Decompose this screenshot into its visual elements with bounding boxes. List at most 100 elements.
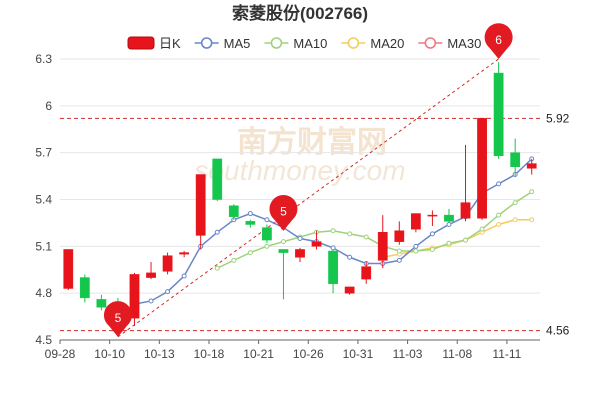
candle-body [162,255,173,272]
x-tick-label: 11-11 [492,347,521,361]
candle-body [129,274,140,319]
y-tick-label: 4.5 [35,333,52,347]
markers: 5 5 6 [103,23,513,337]
candle-body [510,152,521,167]
watermark-text: 南方财富网 [237,125,387,159]
chart-title: 索菱股份(002766) [232,3,368,23]
ma5-point [247,211,253,217]
x-tick-label: 11-03 [393,347,423,361]
ma10-point [247,250,253,256]
legend-marker [200,37,213,49]
ma5-point [446,221,452,227]
ma5-point [297,236,303,242]
x-tick-label: 10-26 [293,347,324,361]
ma20-point [512,217,518,223]
ma10-point [214,265,220,271]
legend-marker [270,37,283,49]
candle-body [328,250,338,285]
candle-body [377,232,388,261]
ma10-point [280,239,286,245]
marker-label: 5 [115,311,122,325]
candle-body [179,252,190,255]
candles [63,62,537,333]
candle-body [295,249,305,258]
reference-lines: 5.92 4.56 [60,111,570,338]
ma5-point [496,181,502,187]
candle-body [278,249,289,253]
candle-body [195,174,206,236]
x-tick-label: 10-13 [144,347,175,361]
ma5-point [429,231,435,237]
ma10-point [264,243,270,249]
candle-body [228,205,239,217]
ma5-point [181,273,187,279]
candle-body [96,299,107,308]
candle-body [444,214,454,222]
candle-body [245,221,256,225]
ma5-point [347,254,353,260]
x-tick-label: 10-31 [343,347,374,361]
y-axis: 4.5 4.8 5.1 5.4 6 5.7 6.3 [35,52,52,347]
x-tick-label: 10-21 [243,347,274,361]
watermark-url: southmoney.com [194,155,405,186]
legend-label: MA10 [293,36,327,51]
ma10-point [363,234,369,240]
candle-body [460,202,471,219]
ma10-line [216,191,533,269]
y-tick-label: 4.8 [35,286,52,300]
marker-pin [103,301,132,337]
ma10-point [429,246,435,252]
ma10-point [347,231,353,237]
candle-body [394,230,405,242]
legend-marker [424,37,437,49]
candle-body [477,118,487,219]
ma10-point [529,189,535,195]
y-tick-label: 6.3 [35,52,52,66]
ma10-point [446,240,452,246]
ma5-point [330,245,336,251]
candle-body [361,266,372,280]
trend-line-segment [117,58,499,338]
x-tick-label: 10-18 [194,347,225,361]
legend-label: MA5 [224,36,251,51]
grid [60,58,540,341]
candle-body [410,213,421,230]
ma5-point [148,298,154,304]
candle-body [262,227,272,241]
legend-swatch [127,36,155,50]
legend-label: MA30 [447,36,481,51]
ma5-point [413,243,419,249]
candle-body [344,286,355,294]
ma20-point [529,217,535,223]
candle-body [146,272,156,278]
candle-body [63,249,74,289]
ma5-point [396,257,402,263]
candle-body [212,158,223,200]
ma10-point [496,212,502,218]
candle-body [79,277,90,299]
ma5-point [264,217,270,223]
y-tick-label: 5.1 [35,239,52,253]
x-tick-label: 11-08 [442,347,472,361]
ma10-point [413,248,419,254]
candle-body [526,163,537,169]
candle-body [427,214,438,217]
legend-label: 日K [159,36,181,51]
ma10-point [479,226,485,232]
ma10-point [330,228,336,234]
marker-pin [269,194,298,231]
candle-body [311,241,322,247]
x-tick-label: 10-10 [94,347,125,361]
legend-marker [347,37,360,49]
x-axis: 09-28 10-10 10-13 10-18 10-21 10-26 10-31 11-03… [45,339,540,361]
marker-pin [484,23,513,59]
marker-label: 6 [495,33,502,47]
ma5-point [165,289,171,295]
x-tick-label: 09-28 [45,347,76,361]
marker-label: 5 [280,205,287,219]
legend: 日K MA5 MA10 MA20 MA30 [127,36,481,51]
candle-body [493,72,504,157]
